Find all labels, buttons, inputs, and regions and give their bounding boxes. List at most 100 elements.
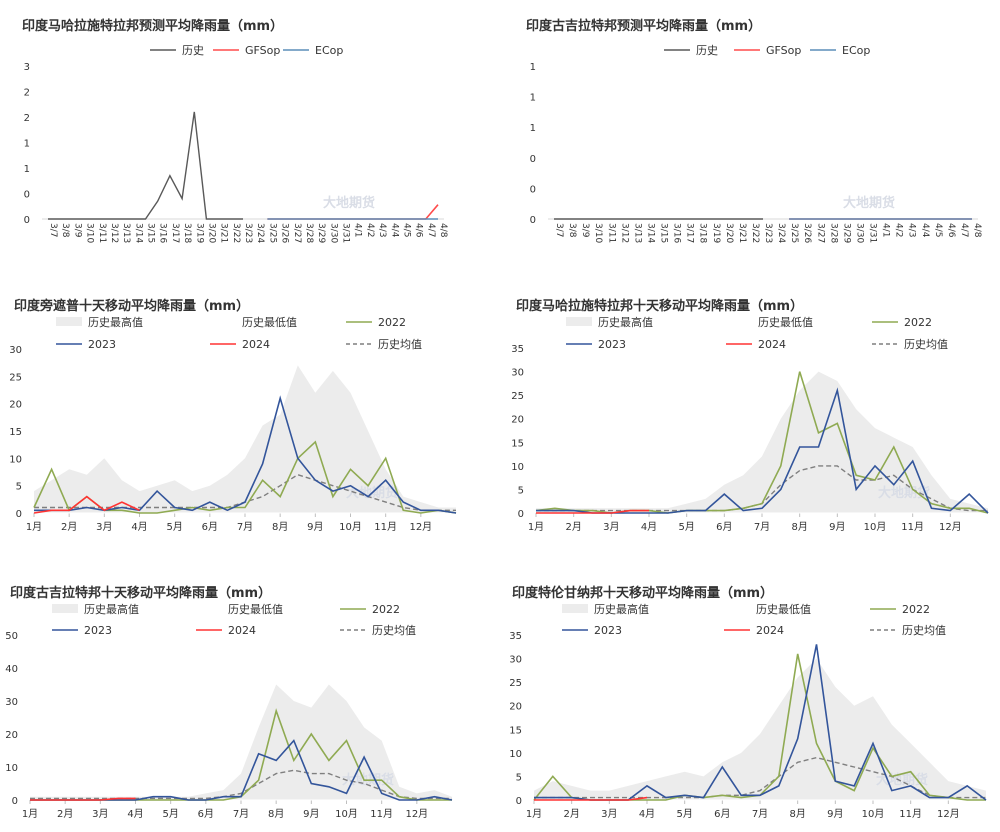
x-tick-label: 3/22	[231, 223, 241, 243]
y-tick-label: 50	[5, 631, 18, 642]
y-tick-label: 0	[530, 154, 536, 165]
x-tick-label: 4/1	[353, 223, 363, 237]
x-tick-label: 3/10	[593, 223, 603, 243]
legend-label: 2022	[372, 603, 400, 616]
x-tick-label: 3/22	[750, 223, 760, 243]
x-tick-label: 11月	[370, 808, 393, 820]
y-tick-label: 10	[5, 763, 18, 774]
series-line-2024	[30, 797, 136, 801]
x-tick-label: 4/3	[377, 223, 387, 237]
x-tick-label: 3/11	[97, 223, 107, 243]
chart-title: 印度古吉拉特邦预测平均降雨量（mm）	[526, 18, 761, 34]
x-tick-label: 1月	[26, 521, 42, 533]
x-tick-label: 6月	[716, 521, 732, 533]
x-tick-label: 3/30	[328, 223, 338, 243]
y-tick-label: 1	[530, 62, 536, 73]
x-tick-label: 12月	[409, 521, 432, 533]
x-tick-label: 4/7	[959, 223, 969, 237]
y-tick-label: 40	[5, 664, 18, 675]
x-tick-label: 4/3	[907, 223, 917, 237]
legend-label: 历史	[696, 44, 718, 57]
x-tick-label: 5月	[676, 808, 692, 820]
legend-label: 历史最低值	[758, 316, 813, 329]
x-tick-label: 10月	[335, 808, 358, 820]
x-tick-label: 4月	[127, 808, 143, 820]
forecast-chart-1: 印度马哈拉施特拉邦预测平均降雨量（mm） 历史 GFSop ECop 0 0 1 1 2 2 3 3/…	[22, 18, 448, 243]
x-tick-label: 3月	[92, 808, 108, 820]
legend-label: 历史最低值	[228, 603, 283, 616]
y-tick-label: 5	[16, 482, 22, 493]
x-tick-label: 8月	[268, 808, 284, 820]
legend-label: 2024	[756, 624, 784, 637]
x-tick-label: 3/19	[194, 223, 204, 243]
x-tick-label: 3/17	[170, 223, 180, 243]
y-tick-label: 35	[509, 631, 522, 642]
x-tick-label: 8月	[791, 521, 807, 533]
x-tick-label: 2月	[565, 521, 581, 533]
x-tick-label: 3/29	[316, 223, 326, 243]
y-tick-label: 25	[9, 372, 22, 383]
chart-title: 印度古吉拉特邦十天移动平均降雨量（mm）	[10, 585, 271, 601]
series-area-历史最高值	[30, 684, 452, 800]
x-tick-label: 4月	[131, 521, 147, 533]
x-tick-label: 4/6	[414, 223, 424, 238]
x-tick-label: 3/12	[109, 223, 119, 243]
rainfall-chart-1: 印度旁遮普十天移动平均降雨量（mm）历史最高值 历史最低值 2022 2023 2024…	[9, 298, 457, 533]
x-tick-label: 3/28	[828, 223, 838, 243]
legend-label: 2024	[242, 338, 270, 351]
y-tick-label: 10	[509, 749, 522, 760]
x-tick-label: 4/1	[881, 223, 891, 237]
x-tick-label: 4/6	[946, 223, 956, 238]
chart-title: 印度特伦甘纳邦十天移动平均降雨量（mm）	[512, 585, 773, 601]
x-tick-label: 3/9	[580, 223, 590, 238]
y-tick-label: 15	[9, 427, 22, 438]
x-tick-label: 4/4	[389, 223, 399, 238]
x-tick-label: 3/18	[698, 223, 708, 243]
y-tick-label: 10	[9, 454, 22, 465]
x-tick-label: 3/23	[243, 223, 253, 243]
x-tick-label: 5月	[678, 521, 694, 533]
x-tick-label: 3/29	[841, 223, 851, 243]
y-tick-label: 25	[509, 678, 522, 689]
legend-label: 2023	[594, 624, 622, 637]
y-tick-label: 0	[530, 184, 536, 195]
x-tick-label: 1月	[528, 521, 544, 533]
y-tick-label: 0	[24, 215, 30, 226]
watermark-text: 大地期货	[843, 195, 895, 211]
legend-label: ECop	[842, 44, 870, 57]
x-tick-label: 7月	[237, 521, 253, 533]
x-tick-label: 10月	[339, 521, 362, 533]
legend-label: 2022	[904, 316, 932, 329]
x-tick-label: 3/13	[121, 223, 131, 243]
x-tick-label: 2月	[563, 808, 579, 820]
y-tick-label: 20	[509, 702, 522, 713]
x-tick-label: 4/5	[401, 223, 411, 237]
chart-title: 印度旁遮普十天移动平均降雨量（mm）	[14, 298, 249, 314]
legend-swatch	[562, 604, 588, 613]
legend-label: 2024	[228, 624, 256, 637]
x-tick-label: 10月	[862, 808, 885, 820]
series-line-2024	[33, 495, 140, 514]
x-tick-label: 3/14	[133, 223, 143, 243]
x-tick-label: 9月	[307, 521, 323, 533]
legend-label: 历史最低值	[756, 603, 811, 616]
x-tick-label: 3/17	[685, 223, 695, 243]
legend-swatch	[196, 604, 222, 613]
x-tick-label: 4/2	[894, 223, 904, 237]
rainfall-chart-3: 印度古吉拉特邦十天移动平均降雨量（mm）历史最高值 历史最低值 2022 2023 20…	[5, 585, 453, 820]
x-tick-label: 9月	[827, 808, 843, 820]
x-tick-label: 10月	[864, 521, 887, 533]
y-tick-label: 1	[530, 123, 536, 134]
x-tick-label: 3/12	[619, 223, 629, 243]
x-tick-label: 3/9	[72, 223, 82, 238]
series-line-2024	[536, 509, 649, 514]
legend-swatch	[726, 317, 752, 326]
legend-label: 2024	[758, 338, 786, 351]
y-tick-label: 3	[24, 62, 30, 73]
series-area-历史最高值	[534, 658, 986, 800]
legend-label: 历史	[182, 44, 204, 57]
y-tick-label: 25	[511, 391, 524, 402]
x-tick-label: 3/25	[789, 223, 799, 243]
legend-label: 历史最高值	[88, 315, 143, 329]
